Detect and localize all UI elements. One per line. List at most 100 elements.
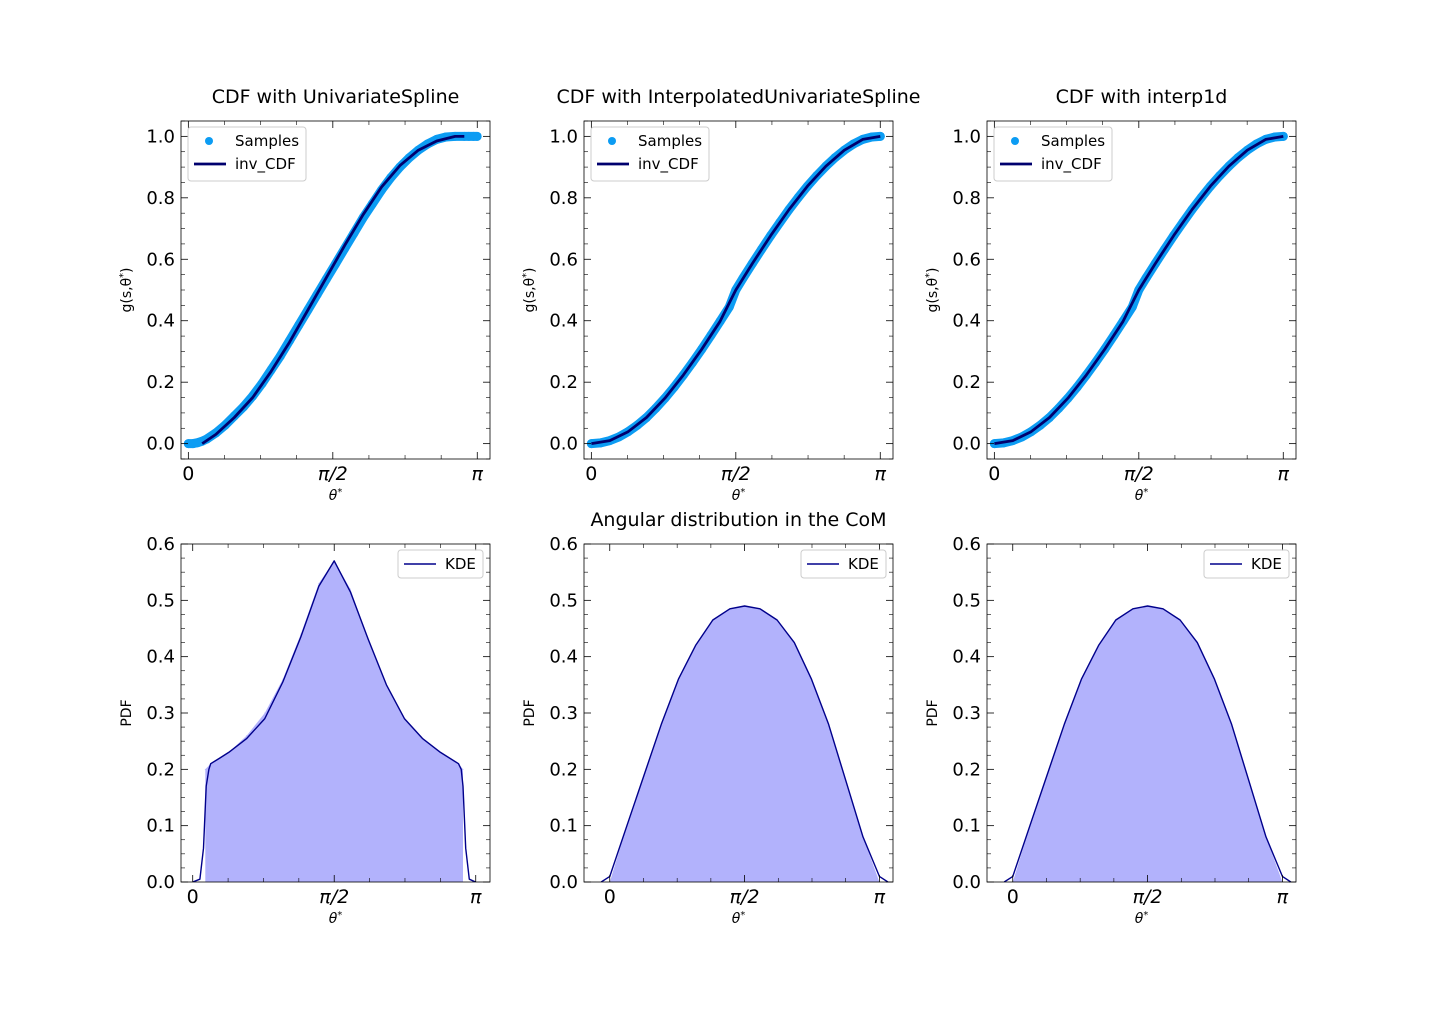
legend-label: inv_CDF <box>235 155 296 174</box>
y-tick-label: 0.3 <box>549 703 578 724</box>
histogram-point <box>282 678 284 680</box>
histogram-point <box>318 582 320 584</box>
legend: Samples inv_CDF <box>187 126 307 182</box>
legend: KDE <box>397 549 484 579</box>
histogram-bars <box>205 560 464 882</box>
plot-area <box>1003 605 1292 882</box>
legend-marker <box>205 137 213 145</box>
subplot-title: CDF with interp1d <box>1056 86 1228 108</box>
plot-area <box>192 560 476 882</box>
legend-box <box>187 126 307 182</box>
x-tick-label: π/2 <box>1124 463 1154 485</box>
y-axis-label: PDF <box>119 699 135 726</box>
histogram-bars <box>609 606 880 882</box>
subplot-2: 0.0 0.2 0.4 0.6 0.8 1.0 0 π/2 π CDF with Interpol… <box>521 86 921 504</box>
inv-cdf-line <box>201 134 465 445</box>
legend: KDE <box>1203 549 1290 579</box>
histogram-point <box>462 768 464 770</box>
legend: Samples inv_CDF <box>993 126 1113 182</box>
x-tick-label: π <box>874 886 886 908</box>
y-tick-label: 0.0 <box>549 872 578 893</box>
y-tick-label: 0.3 <box>146 703 175 724</box>
y-tick-label: 0.2 <box>952 759 981 780</box>
x-tick-label: 0 <box>585 463 597 485</box>
y-tick-label: 0.4 <box>549 647 578 668</box>
sample-point <box>989 439 999 449</box>
y-axis-label: g(s,θ*) <box>521 267 539 312</box>
x-tick-label: π <box>470 886 482 908</box>
subplot-3: 0.0 0.2 0.4 0.6 0.8 1.0 0 π/2 π CDF with interp1d… <box>924 86 1297 504</box>
plot-area <box>586 131 885 449</box>
y-tick-label: 0.4 <box>952 311 981 332</box>
y-axis-label: PDF <box>522 699 538 726</box>
subplot-1: 0.0 0.2 0.4 0.6 0.8 1.0 0 π/2 π CDF with Univaria… <box>118 86 491 504</box>
subplot-title: Angular distribution in the CoM <box>590 509 886 531</box>
kde-line <box>1003 605 1292 882</box>
subplot-6: 0.0 0.1 0.2 0.3 0.4 0.5 0.6 0 π/2 π θ* PDF KDE <box>925 534 1297 928</box>
inv-cdf-line <box>591 135 881 445</box>
kde-line <box>600 605 889 882</box>
histogram-point <box>264 712 266 714</box>
y-tick-label: 0.1 <box>146 816 175 837</box>
plot-area <box>600 605 889 882</box>
x-tick-label: π <box>1278 463 1290 485</box>
x-axis-label: θ* <box>1135 910 1149 928</box>
legend: KDE <box>800 549 887 579</box>
y-tick-label: 0.0 <box>146 872 175 893</box>
sample-point <box>586 439 596 449</box>
y-tick-label: 0.8 <box>146 188 175 209</box>
legend-label: Samples <box>1041 132 1105 150</box>
x-tick-label: 0 <box>604 886 616 908</box>
x-tick-label: π <box>875 463 887 485</box>
x-tick-label: π/2 <box>721 463 751 485</box>
plot-area <box>183 131 482 449</box>
y-tick-label: 0.2 <box>146 372 175 393</box>
x-axis-label: θ* <box>732 910 746 928</box>
histogram-point <box>204 768 206 770</box>
y-tick-label: 1.0 <box>146 126 175 147</box>
y-tick-label: 0.1 <box>952 816 981 837</box>
subplot-4: 0.0 0.1 0.2 0.3 0.4 0.5 0.6 0 π/2 π θ* PDF KDE <box>119 534 491 927</box>
y-tick-label: 0.6 <box>952 534 981 555</box>
x-tick-label: 0 <box>988 463 1000 485</box>
subplot-title: CDF with UnivariateSpline <box>212 86 460 108</box>
y-tick-label: 0.2 <box>146 759 175 780</box>
subplot-5: 0.0 0.1 0.2 0.3 0.4 0.5 0.6 0 π/2 π Angular distri… <box>522 509 894 928</box>
legend-label: KDE <box>1251 555 1282 573</box>
x-tick-label: π/2 <box>730 886 760 908</box>
y-tick-label: 0.8 <box>549 188 578 209</box>
y-axis-label: g(s,θ*) <box>118 267 136 312</box>
histogram-point <box>246 735 248 737</box>
y-tick-label: 0.6 <box>549 249 578 270</box>
y-tick-label: 0.0 <box>952 872 981 893</box>
x-tick-label: 0 <box>182 463 194 485</box>
x-tick-label: π/2 <box>318 463 348 485</box>
y-tick-label: 0.0 <box>549 434 578 455</box>
x-tick-label: 0 <box>187 886 199 908</box>
y-tick-label: 1.0 <box>549 126 578 147</box>
legend-label: KDE <box>445 555 476 573</box>
y-tick-label: 0.5 <box>549 590 578 611</box>
plot-area <box>989 131 1288 449</box>
y-tick-label: 0.4 <box>549 311 578 332</box>
y-tick-label: 0.6 <box>146 249 175 270</box>
samples-band <box>183 131 482 449</box>
y-axis-label: g(s,θ*) <box>924 267 942 312</box>
x-tick-label: π/2 <box>1133 886 1163 908</box>
y-tick-label: 0.4 <box>146 647 175 668</box>
y-tick-label: 0.6 <box>549 534 578 555</box>
legend: Samples inv_CDF <box>590 126 710 182</box>
histogram-bars <box>1012 606 1283 882</box>
y-axis-label: PDF <box>925 699 941 726</box>
x-tick-label: π <box>1277 886 1289 908</box>
legend-label: Samples <box>235 132 299 150</box>
y-tick-label: 0.2 <box>549 759 578 780</box>
y-tick-label: 0.1 <box>549 816 578 837</box>
y-tick-label: 0.6 <box>952 249 981 270</box>
y-tick-label: 0.8 <box>952 188 981 209</box>
legend-label: inv_CDF <box>638 155 699 174</box>
y-tick-label: 0.5 <box>146 590 175 611</box>
y-tick-label: 0.0 <box>146 434 175 455</box>
